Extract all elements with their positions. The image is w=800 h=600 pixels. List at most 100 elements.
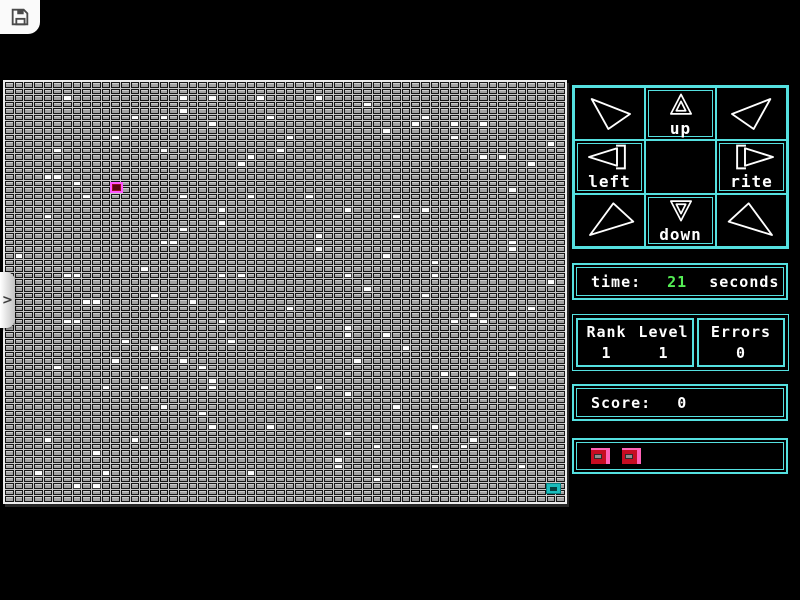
board-cell bbox=[246, 200, 256, 206]
board-cell bbox=[179, 424, 188, 430]
board-cell bbox=[266, 476, 275, 483]
board-cell bbox=[411, 233, 420, 239]
board-cell bbox=[469, 397, 478, 404]
board-cell bbox=[324, 279, 333, 285]
board-cell bbox=[130, 345, 140, 351]
board-cell bbox=[150, 141, 159, 147]
board-cell bbox=[130, 246, 140, 253]
board-cell bbox=[179, 456, 188, 463]
board-cell bbox=[72, 437, 82, 443]
board-cell bbox=[159, 299, 169, 305]
board-cell bbox=[169, 437, 179, 443]
board-cell bbox=[556, 417, 565, 424]
down-left-button[interactable] bbox=[574, 193, 645, 247]
board-cell bbox=[295, 371, 304, 378]
board-dot bbox=[63, 318, 72, 325]
board-cell bbox=[382, 167, 391, 174]
board-cell bbox=[101, 167, 111, 174]
board-cell bbox=[198, 141, 208, 147]
board-cell bbox=[24, 489, 34, 496]
save-button[interactable] bbox=[0, 0, 40, 34]
board-cell bbox=[237, 180, 246, 187]
board-cell bbox=[459, 364, 469, 371]
board-dot bbox=[101, 384, 111, 391]
board-dot bbox=[430, 463, 440, 470]
board-cell bbox=[333, 338, 343, 345]
board-cell bbox=[411, 476, 420, 483]
board-cell bbox=[498, 160, 507, 167]
board-dot bbox=[53, 364, 63, 371]
board-cell bbox=[372, 424, 382, 430]
board-cell bbox=[217, 134, 227, 141]
board-cell bbox=[92, 187, 101, 193]
board-cell bbox=[198, 476, 208, 483]
board-cell bbox=[527, 180, 536, 187]
board-cell bbox=[391, 305, 401, 312]
board-cell bbox=[478, 246, 488, 253]
board-cell bbox=[430, 108, 440, 114]
sidebar-toggle-tab[interactable]: > bbox=[0, 272, 15, 328]
board-cell bbox=[188, 318, 198, 325]
board-dot bbox=[285, 134, 295, 141]
board-cell bbox=[130, 404, 140, 410]
lives-row bbox=[576, 442, 784, 470]
board-dot bbox=[459, 443, 469, 450]
board-cell bbox=[324, 272, 333, 279]
board-cell bbox=[382, 456, 391, 463]
board-cell bbox=[295, 489, 304, 496]
left-button[interactable]: left bbox=[574, 140, 645, 194]
board-cell bbox=[527, 417, 536, 424]
board-cell bbox=[140, 345, 150, 351]
board-cell bbox=[43, 312, 53, 318]
board-cell bbox=[34, 82, 43, 88]
board-cell bbox=[469, 285, 478, 292]
board-cell bbox=[72, 253, 82, 259]
board-cell bbox=[14, 325, 24, 331]
board-cell bbox=[430, 154, 440, 160]
board-cell bbox=[527, 226, 536, 233]
board-cell bbox=[217, 174, 227, 180]
board-cell bbox=[440, 338, 449, 345]
board-cell bbox=[556, 463, 565, 470]
board-cell bbox=[275, 259, 285, 266]
board-cell bbox=[353, 424, 362, 430]
board-cell bbox=[188, 88, 198, 95]
board-cell bbox=[188, 101, 198, 108]
board-cell bbox=[536, 351, 546, 358]
board-cell bbox=[372, 299, 382, 305]
rank-level-box: Rank Level 1 1 bbox=[576, 318, 694, 367]
board-cell bbox=[430, 220, 440, 226]
board-cell bbox=[130, 88, 140, 95]
board-cell bbox=[459, 141, 469, 147]
board-cell bbox=[333, 285, 343, 292]
board-cell bbox=[401, 233, 411, 239]
board-cell bbox=[179, 88, 188, 95]
board-cell bbox=[430, 193, 440, 200]
board-cell bbox=[266, 456, 275, 463]
board-cell bbox=[430, 226, 440, 233]
up-right-button[interactable] bbox=[716, 87, 787, 141]
board-cell bbox=[527, 299, 536, 305]
rank-header: Rank bbox=[586, 323, 627, 341]
board-cell bbox=[72, 206, 82, 213]
board-cell bbox=[517, 266, 527, 272]
up-left-button[interactable] bbox=[574, 87, 645, 141]
board-cell bbox=[449, 246, 459, 253]
board-cell bbox=[111, 266, 121, 272]
board-cell bbox=[430, 476, 440, 483]
board-cell bbox=[140, 391, 150, 397]
board-cell bbox=[217, 483, 227, 489]
rite-button[interactable]: rite bbox=[716, 140, 787, 194]
down-button[interactable]: down bbox=[645, 193, 716, 247]
board-cell bbox=[314, 345, 324, 351]
board-cell bbox=[324, 476, 333, 483]
board-cell bbox=[5, 378, 14, 384]
board-cell bbox=[256, 483, 266, 489]
board-cell bbox=[507, 483, 517, 489]
board-cell bbox=[459, 246, 469, 253]
board-cell bbox=[63, 82, 72, 88]
board-cell bbox=[304, 180, 314, 187]
down-right-button[interactable] bbox=[716, 193, 787, 247]
board-cell bbox=[5, 108, 14, 114]
up-button[interactable]: up bbox=[645, 87, 716, 141]
